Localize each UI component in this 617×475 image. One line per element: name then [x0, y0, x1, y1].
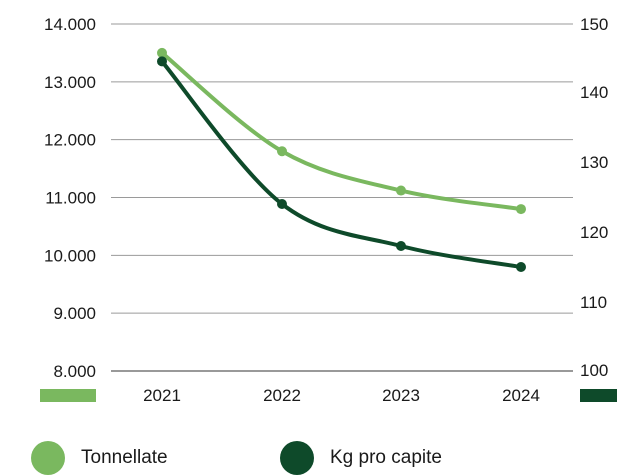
- left-axis-ticks: 8.000 9.000 10.000 11.000 12.000 13.000 14.000: [44, 15, 96, 381]
- data-point-tonnellate: [277, 146, 287, 157]
- left-axis-color-swatch: [40, 389, 96, 402]
- right-axis-tick-label: 110: [580, 293, 607, 312]
- series-lines: [157, 47, 526, 272]
- x-axis-tick-label: 2022: [263, 386, 301, 405]
- series-line-kg-pro-capite: [160, 59, 523, 269]
- legend-label-tonnellate: Tonnellate: [81, 447, 168, 468]
- data-point-tonnellate: [516, 204, 526, 215]
- legend-item-kg-pro-capite: Kg pro capite: [280, 441, 442, 475]
- right-axis-ticks: 100 110 120 130 140 150: [580, 15, 608, 380]
- left-axis-tick-label: 8.000: [53, 362, 96, 381]
- x-axis-tick-label: 2024: [502, 386, 540, 405]
- data-point-kg-pro-capite: [396, 241, 406, 251]
- right-axis-tick-label: 150: [580, 15, 608, 34]
- left-axis-tick-label: 9.000: [53, 304, 96, 323]
- data-point-tonnellate: [157, 47, 167, 58]
- x-axis-tick-label: 2021: [143, 386, 181, 405]
- left-axis-tick-label: 10.000: [44, 246, 96, 265]
- left-axis-tick-label: 13.000: [44, 73, 96, 92]
- gridlines: [111, 23, 573, 372]
- right-axis-tick-label: 120: [580, 223, 608, 242]
- legend-item-tonnellate: Tonnellate: [31, 441, 168, 475]
- left-axis-tick-label: 12.000: [44, 131, 96, 150]
- left-axis-tick-label: 14.000: [44, 15, 96, 34]
- legend-dot-tonnellate-icon: [31, 441, 65, 475]
- x-axis-tick-label: 2023: [382, 386, 420, 405]
- data-point-kg-pro-capite: [157, 56, 167, 67]
- right-axis-tick-label: 140: [580, 83, 608, 102]
- series-line-tonnellate: [160, 50, 523, 212]
- x-axis-ticks: 2021 2022 2023 2024: [143, 386, 540, 405]
- right-axis-tick-label: 100: [580, 361, 608, 380]
- data-point-kg-pro-capite: [516, 262, 526, 272]
- data-point-kg-pro-capite: [277, 199, 287, 209]
- legend-dot-kg-pro-capite-icon: [280, 441, 314, 475]
- data-point-tonnellate: [396, 185, 406, 196]
- right-axis-tick-label: 130: [580, 153, 608, 172]
- left-axis-tick-label: 11.000: [45, 189, 96, 208]
- right-axis-color-swatch: [580, 389, 617, 402]
- legend-label-kg-pro-capite: Kg pro capite: [330, 447, 442, 468]
